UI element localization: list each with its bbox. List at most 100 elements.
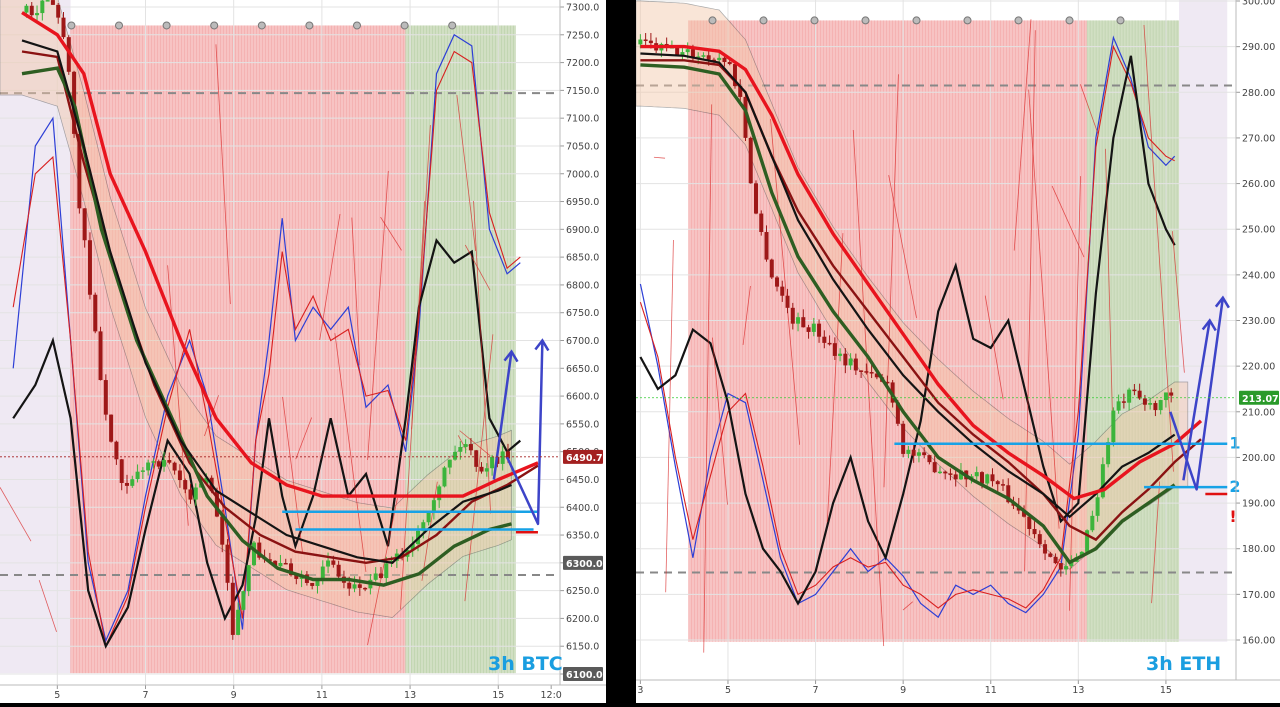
candle-down [1132, 389, 1137, 392]
candle-down [675, 47, 680, 56]
indicator-spike-line [888, 175, 917, 319]
indicator-spike-line [665, 240, 674, 593]
candle-down [864, 371, 869, 373]
indicator-spike-line [984, 295, 1004, 400]
price-label-text: 213.07 [1242, 394, 1279, 405]
candle-up [40, 0, 45, 14]
candle-down [901, 423, 906, 454]
candle-up [838, 353, 843, 356]
candle-down [119, 459, 124, 483]
candle-down [230, 582, 235, 635]
y-tick-label: 7200.0 [566, 58, 599, 69]
candle-up [384, 563, 389, 578]
candle-down [754, 183, 758, 214]
oscillator-red-line [12, 50, 521, 649]
top-marker-circle [1065, 16, 1074, 25]
candle-down [932, 462, 937, 473]
candle-down [785, 295, 790, 308]
candle-up [680, 52, 685, 56]
y-tick-label: 6150.0 [566, 642, 599, 653]
candle-down [743, 96, 748, 138]
indicator-spike-line [770, 118, 801, 445]
candle-up [1100, 464, 1105, 498]
candle-down [77, 133, 82, 209]
y-tick-label: 7050.0 [566, 141, 599, 152]
candle-up [484, 468, 489, 472]
x-tick-label: 11 [985, 685, 997, 696]
candle-down [853, 358, 858, 371]
candle-down [172, 462, 177, 471]
candle-up [974, 472, 979, 477]
price-label-text: 6100.0 [566, 670, 603, 681]
candle-up [193, 487, 198, 500]
candle-up [453, 451, 458, 460]
candle-up [278, 562, 283, 567]
x-tick-label: 9 [231, 690, 237, 701]
candle-down [943, 471, 948, 474]
candle-up [426, 512, 431, 523]
candle-down [357, 584, 362, 588]
candle-down [1032, 528, 1037, 535]
top-marker-circle [759, 16, 768, 25]
drawn-arrow-head [503, 349, 519, 363]
x-tick-label: 15 [492, 690, 504, 701]
price-label-box [1239, 390, 1279, 405]
candle-down [363, 587, 368, 590]
candle-down [156, 461, 161, 467]
candle-up [140, 470, 145, 472]
candle-down [29, 5, 34, 16]
candle-up [162, 460, 167, 467]
handwritten-annotation: 2 [1229, 477, 1240, 496]
y-tick-label: 220.00 [1242, 362, 1275, 373]
candle-down [769, 259, 774, 278]
candle-up [251, 542, 256, 566]
candle-up [246, 565, 251, 592]
candle-up [685, 49, 690, 53]
y-tick-label: 6700.0 [566, 336, 599, 347]
candle-up [638, 39, 643, 45]
ema-red-thick-line [640, 44, 1203, 501]
candle-down [869, 372, 874, 374]
candle-up [1106, 442, 1111, 465]
candle-down [188, 489, 193, 500]
indicator-spike-line [367, 498, 398, 646]
top-marker-circle [210, 21, 219, 30]
y-tick-label: 6450.0 [566, 475, 599, 486]
x-tick-label: 11 [316, 690, 328, 701]
price-label-text: 6490.7 [566, 453, 603, 464]
candle-down [1006, 485, 1011, 503]
y-tick-label: 290.00 [1242, 42, 1275, 53]
indicator-spike-line [421, 481, 438, 581]
ema-black-line [21, 39, 512, 564]
price-envelope-band [0, 0, 512, 618]
y-tick-label: 6600.0 [566, 392, 599, 403]
candle-down [859, 370, 864, 372]
symbol-timeframe-label: 3h ETH [1146, 653, 1221, 675]
candle-down [183, 480, 188, 490]
y-tick-label: 270.00 [1242, 133, 1275, 144]
candle-up [490, 456, 495, 469]
candle-up [958, 470, 963, 480]
candle-up [1085, 530, 1090, 552]
candle-down [400, 553, 405, 557]
y-tick-label: 200.00 [1242, 453, 1275, 464]
x-tick-label: 15 [1160, 685, 1172, 696]
candle-down [336, 564, 341, 577]
drawn-arrow-head [1201, 318, 1217, 332]
oscillator-black-line [639, 55, 1176, 606]
oscillator-black-line [12, 237, 522, 649]
indicator-spike-line [473, 200, 492, 514]
top-marker-circle [67, 21, 76, 30]
candle-down [801, 317, 806, 328]
indicator-spike-line [902, 601, 914, 611]
x-tick-label: 5 [54, 690, 60, 701]
indicator-spike-line [852, 129, 885, 647]
y-tick-label: 7000.0 [566, 169, 599, 180]
top-marker-circle [257, 21, 266, 30]
ema-dark-green-line [21, 66, 512, 587]
candle-down [93, 294, 98, 332]
candle-up [45, 0, 50, 2]
plot-area [636, 0, 1236, 680]
candle-down [505, 451, 510, 459]
candle-down [167, 460, 172, 463]
